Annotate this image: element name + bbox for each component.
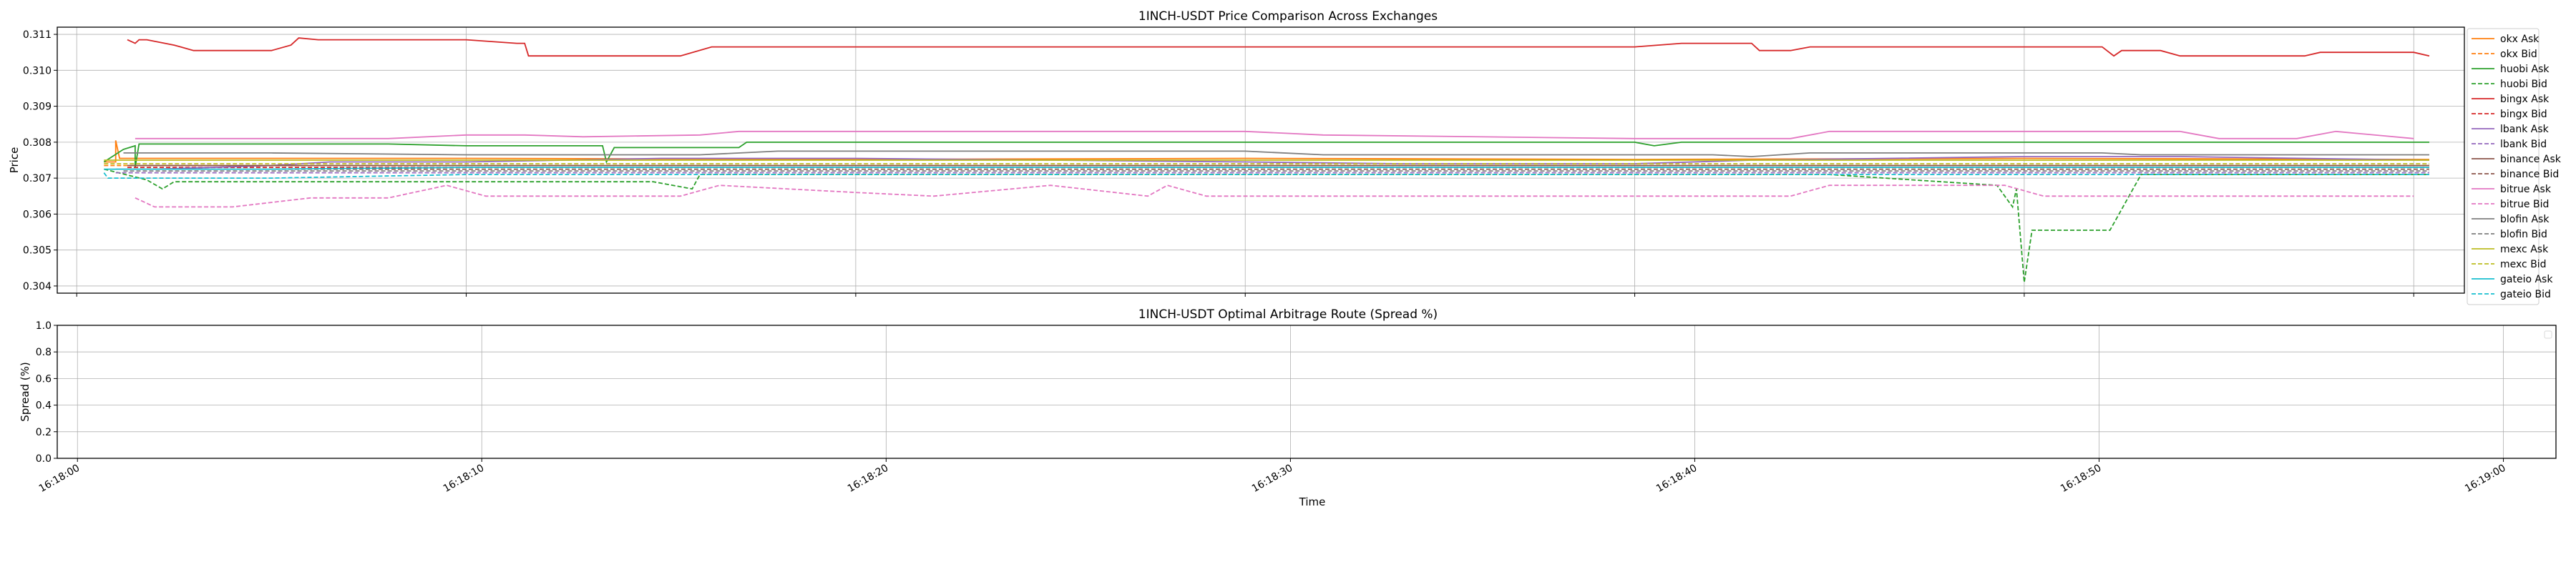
- series-line-gateio-bid: [103, 172, 2429, 179]
- spread-chart-y-tick-label: 1.0: [36, 320, 52, 332]
- price-chart-y-tick-label: 0.308: [23, 137, 52, 149]
- spread-chart-xlabel: Time: [1299, 495, 1326, 508]
- legend-label: bingx Bid: [2500, 109, 2547, 120]
- price-chart-frame: [57, 26, 2465, 294]
- price-chart-y-tick-label: 0.309: [23, 102, 52, 113]
- spread-chart-x-tick-label: 16:18:00: [37, 463, 82, 495]
- spread-chart-y-tick-label: 0.4: [36, 400, 52, 412]
- price-chart-title: 1INCH-USDT Price Comparison Across Excha…: [1138, 9, 1438, 24]
- legend-label: mexc Ask: [2500, 244, 2549, 255]
- legend-label: gateio Ask: [2500, 274, 2553, 285]
- spread-chart-y-tick-label: 0.0: [36, 453, 52, 465]
- legend-label: bitrue Ask: [2500, 184, 2552, 195]
- price-chart-series: [103, 37, 2430, 283]
- spread-chart-x-tick-label: 16:18:20: [846, 463, 890, 495]
- series-line-gateio-ask: [104, 167, 2429, 170]
- legend-label: okx Ask: [2500, 34, 2540, 45]
- spread-chart-y-tick-label: 0.6: [36, 373, 52, 385]
- series-line-okx-ask: [104, 140, 2430, 163]
- price-chart-y-tick-label: 0.305: [23, 245, 52, 257]
- legend-box: [2467, 28, 2540, 305]
- legend-label: gateio Bid: [2500, 289, 2551, 300]
- legend-label: lbank Ask: [2500, 124, 2550, 135]
- series-line-bitrue-bid: [135, 184, 2414, 208]
- spread-chart-frame: [57, 325, 2557, 459]
- price-chart-y-ticks: 0.304 0.305 0.306 0.307 0.308 0.309 0.310 0.311: [23, 29, 57, 292]
- series-line-huobi-bid: [104, 168, 2429, 283]
- spread-chart: 1INCH-USDT Optimal Arbitrage Route (Spre…: [19, 307, 2557, 508]
- series-line-bingx-ask: [127, 37, 2430, 57]
- legend-label: lbank Bid: [2500, 139, 2547, 150]
- spread-chart-empty-legend: [2544, 330, 2552, 339]
- price-chart-y-tick-label: 0.307: [23, 173, 52, 184]
- spread-chart-x-tick-label: 16:18:50: [2059, 463, 2103, 495]
- legend-label: huobi Ask: [2500, 64, 2550, 75]
- spread-chart-y-tick-label: 0.8: [36, 347, 52, 358]
- spread-chart-x-tick-label: 16:18:40: [1654, 463, 1699, 495]
- legend-label: blofin Bid: [2500, 229, 2547, 240]
- spread-chart-title: 1INCH-USDT Optimal Arbitrage Route (Spre…: [1138, 307, 1438, 322]
- spread-chart-ylabel: Spread (%): [19, 362, 31, 422]
- price-chart-y-tick-label: 0.306: [23, 209, 52, 220]
- price-chart-x-tick-marks: [76, 293, 2414, 297]
- legend-label: mexc Bid: [2500, 259, 2547, 270]
- price-chart-ylabel: Price: [8, 147, 21, 174]
- spread-chart-y-tick-label: 0.2: [36, 427, 52, 438]
- spread-chart-grid: [57, 325, 2556, 459]
- legend-label: blofin Ask: [2500, 214, 2550, 225]
- price-chart: 1INCH-USDT Price Comparison Across Excha…: [8, 9, 2562, 305]
- series-line-bitrue-ask: [135, 130, 2414, 139]
- spread-chart-x-tick-label: 16:18:30: [1250, 463, 1294, 495]
- legend-label: binance Ask: [2500, 154, 2562, 165]
- spread-chart-x-tick-label: 16:18:10: [441, 463, 486, 495]
- price-chart-y-tick-label: 0.311: [23, 29, 52, 41]
- legend-label: binance Bid: [2500, 169, 2559, 180]
- price-chart-y-tick-label: 0.310: [23, 65, 52, 77]
- spread-chart-x-tick-label: 16:19:00: [2463, 463, 2507, 495]
- legend-label: huobi Bid: [2500, 79, 2547, 90]
- legend-label: okx Bid: [2500, 49, 2537, 60]
- series-line-blofin-ask: [123, 150, 2429, 157]
- price-chart-legend: okx Ask okx Bid huobi Ask huobi Bid bingx As…: [2467, 28, 2562, 305]
- legend-label: bitrue Bid: [2500, 199, 2549, 210]
- spread-chart-y-ticks: 0.0 0.2 0.4 0.6 0.8 1.0: [36, 320, 57, 465]
- legend-label: bingx Ask: [2500, 94, 2550, 105]
- spread-chart-x-ticks: 16:18:00 16:18:10 16:18:20 16:18:30 16:18:40…: [37, 458, 2508, 495]
- price-chart-y-tick-label: 0.304: [23, 281, 52, 292]
